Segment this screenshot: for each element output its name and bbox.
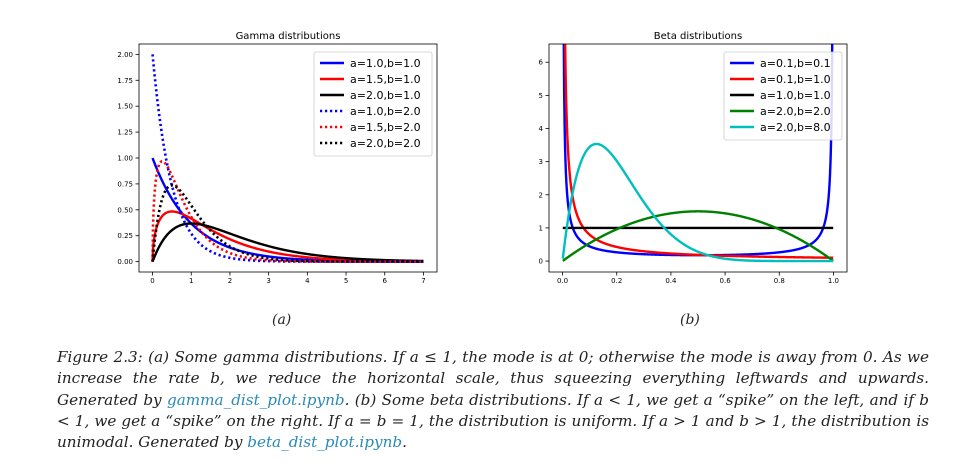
gamma-xtick-label-3: 3 bbox=[266, 277, 270, 285]
gamma-ytick-label-8: 2.00 bbox=[117, 51, 133, 59]
beta-axes-frame bbox=[548, 43, 848, 273]
gamma-series-1 bbox=[151, 210, 424, 263]
beta-ytick-label-1: 1 bbox=[539, 224, 543, 232]
subfig-label-a: (a) bbox=[272, 312, 292, 328]
gamma-legend-label-5: a=2.0,b=2.0 bbox=[350, 137, 421, 150]
caption-text-1: Figure 2.3: (a) Some gamma distributions… bbox=[57, 348, 929, 409]
gamma-xtick-label-6: 6 bbox=[383, 277, 388, 285]
subfig-label-b: (b) bbox=[680, 312, 700, 328]
gamma-series-2 bbox=[151, 222, 424, 263]
gamma-ytick-label-7: 1.75 bbox=[117, 77, 133, 85]
gamma-xtick-label-7: 7 bbox=[421, 277, 425, 285]
beta-ytick-label-4: 4 bbox=[539, 125, 544, 133]
beta-xtick-label-5: 1.0 bbox=[828, 277, 839, 285]
gamma-legend-label-3: a=1.0,b=2.0 bbox=[350, 105, 421, 118]
gamma-xtick-label-1: 1 bbox=[189, 277, 193, 285]
beta-ytick-label-0: 0 bbox=[539, 258, 543, 266]
gamma-series-0 bbox=[151, 157, 424, 263]
gamma-chart: Gamma distributions 0 1 2 3 4 5 6 7 0.00 0.25 0.50 0… bbox=[117, 31, 438, 285]
gamma-legend-label-4: a=1.5,b=2.0 bbox=[350, 121, 421, 134]
beta-series-1 bbox=[563, 44, 834, 259]
beta-ytick-label-2: 2 bbox=[539, 191, 543, 199]
gamma-legend-label-2: a=2.0,b=1.0 bbox=[350, 89, 421, 102]
beta-legend-label-2: a=1.0,b=1.0 bbox=[760, 89, 831, 102]
gamma-ytick-label-2: 0.50 bbox=[117, 206, 133, 214]
beta-legend-label-3: a=2.0,b=2.0 bbox=[760, 105, 831, 118]
gamma-ytick-label-4: 1.00 bbox=[117, 155, 133, 163]
gamma-plot-area bbox=[151, 54, 424, 263]
caption-text-2: . (b) Some beta distributions. If a < 1,… bbox=[57, 390, 929, 452]
beta-series-3 bbox=[562, 210, 834, 262]
beta-ytick-label-3: 3 bbox=[539, 158, 543, 166]
gamma-ytick-label-5: 1.25 bbox=[117, 129, 133, 137]
beta-xtick-label-2: 0.4 bbox=[665, 277, 677, 285]
beta-chart-title: Beta distributions bbox=[654, 31, 742, 42]
beta-legend-label-0: a=0.1,b=0.1 bbox=[760, 57, 831, 70]
beta-plot-area bbox=[561, 44, 834, 263]
gamma-series-5 bbox=[151, 184, 424, 263]
beta-xtick-label-3: 0.6 bbox=[720, 277, 732, 285]
gamma-xtick-label-0: 0 bbox=[150, 277, 154, 285]
figure-caption: Figure 2.3: (a) Some gamma distributions… bbox=[57, 347, 929, 453]
beta-ytick-label-6: 6 bbox=[539, 59, 544, 67]
gamma-xtick-label-5: 5 bbox=[344, 277, 348, 285]
gamma-ytick-label-1: 0.25 bbox=[117, 232, 133, 240]
beta-xtick-label-0: 0.0 bbox=[557, 277, 568, 285]
caption-link-beta[interactable]: beta_dist_plot.ipynb bbox=[247, 433, 403, 452]
gamma-ytick-label-0: 0.00 bbox=[117, 258, 133, 266]
beta-xtick-label-4: 0.8 bbox=[774, 277, 785, 285]
beta-legend-label-1: a=0.1,b=1.0 bbox=[760, 73, 831, 86]
caption-text-3: . bbox=[402, 433, 407, 452]
gamma-xtick-label-4: 4 bbox=[305, 277, 310, 285]
beta-legend bbox=[723, 51, 843, 141]
gamma-legend-label-0: a=1.0,b=1.0 bbox=[350, 57, 421, 70]
beta-xtick-label-1: 0.2 bbox=[611, 277, 622, 285]
beta-ytick-label-5: 5 bbox=[539, 92, 543, 100]
beta-chart: Beta distributions 0.0 0.2 0.4 0.6 0.8 1.0 0 1 2 3… bbox=[539, 31, 848, 285]
gamma-xtick-label-2: 2 bbox=[228, 277, 232, 285]
gamma-legend-label-1: a=1.5,b=1.0 bbox=[350, 73, 421, 86]
gamma-ytick-label-6: 1.50 bbox=[117, 103, 133, 111]
gamma-series-4 bbox=[151, 160, 424, 263]
beta-series-4 bbox=[561, 142, 834, 263]
beta-legend-label-4: a=2.0,b=8.0 bbox=[760, 121, 831, 134]
caption-link-gamma[interactable]: gamma_dist_plot.ipynb bbox=[166, 390, 345, 409]
gamma-ytick-label-3: 0.75 bbox=[117, 180, 133, 188]
gamma-chart-title: Gamma distributions bbox=[236, 31, 341, 42]
